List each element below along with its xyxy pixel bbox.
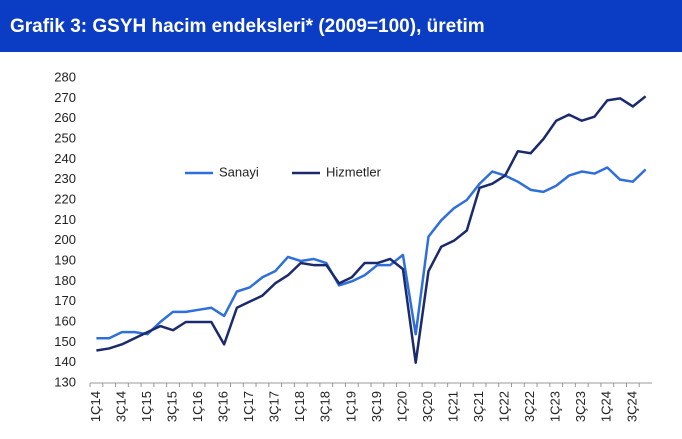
x-tick-label: 1Ç16 [190, 391, 205, 422]
y-tick-label: 190 [54, 252, 76, 267]
x-tick-label: 3Ç21 [471, 391, 486, 422]
x-tick-label: 3Ç22 [522, 391, 537, 422]
x-tick-label: 3Ç18 [318, 391, 333, 422]
series-line [96, 166, 647, 340]
x-tick-label: 3Ç15 [164, 391, 179, 422]
x-tick-label: 1Ç14 [88, 391, 103, 422]
x-tick-label: 3Ç16 [216, 391, 231, 422]
y-tick-label: 210 [54, 212, 76, 227]
y-tick-label: 150 [54, 334, 76, 349]
x-tick-label: 3Ç19 [369, 391, 384, 422]
y-tick-label: 200 [54, 232, 76, 247]
y-tick-label: 250 [54, 130, 76, 145]
x-tick-label: 1Ç22 [497, 391, 512, 422]
y-tick-label: 170 [54, 293, 76, 308]
x-tick-label: 1Ç15 [139, 391, 154, 422]
x-tick-label: 3Ç23 [573, 391, 588, 422]
y-tick-label: 220 [54, 191, 76, 206]
y-tick-label: 280 [54, 69, 76, 84]
x-tick-label: 1Ç17 [241, 391, 256, 422]
x-tick-label: 3Ç17 [267, 391, 282, 422]
y-tick-label: 260 [54, 110, 76, 125]
x-tick-label: 3Ç24 [624, 391, 639, 422]
y-tick-label: 130 [54, 374, 76, 389]
legend-label: Sanayi [219, 164, 259, 179]
y-tick-label: 270 [54, 90, 76, 105]
y-tick-label: 240 [54, 151, 76, 166]
y-tick-label: 140 [54, 354, 76, 369]
x-tick-label: 1Ç23 [548, 391, 563, 422]
legend-label: Hizmetler [326, 164, 382, 179]
x-tick-label: 1Ç24 [599, 391, 614, 422]
x-tick-label: 3Ç14 [113, 391, 128, 422]
y-tick-label: 180 [54, 273, 76, 288]
y-tick-label: 160 [54, 313, 76, 328]
x-tick-label: 1Ç21 [445, 391, 460, 422]
x-tick-label: 1Ç20 [394, 391, 409, 422]
x-tick-label: 3Ç20 [420, 391, 435, 422]
x-tick-label: 1Ç19 [343, 391, 358, 422]
title-banner [0, 0, 682, 52]
series-line [96, 95, 647, 364]
y-tick-label: 230 [54, 171, 76, 186]
chart-title: Grafik 3: GSYH hacim endeksleri* (2009=1… [10, 16, 485, 37]
x-tick-label: 1Ç18 [292, 391, 307, 422]
